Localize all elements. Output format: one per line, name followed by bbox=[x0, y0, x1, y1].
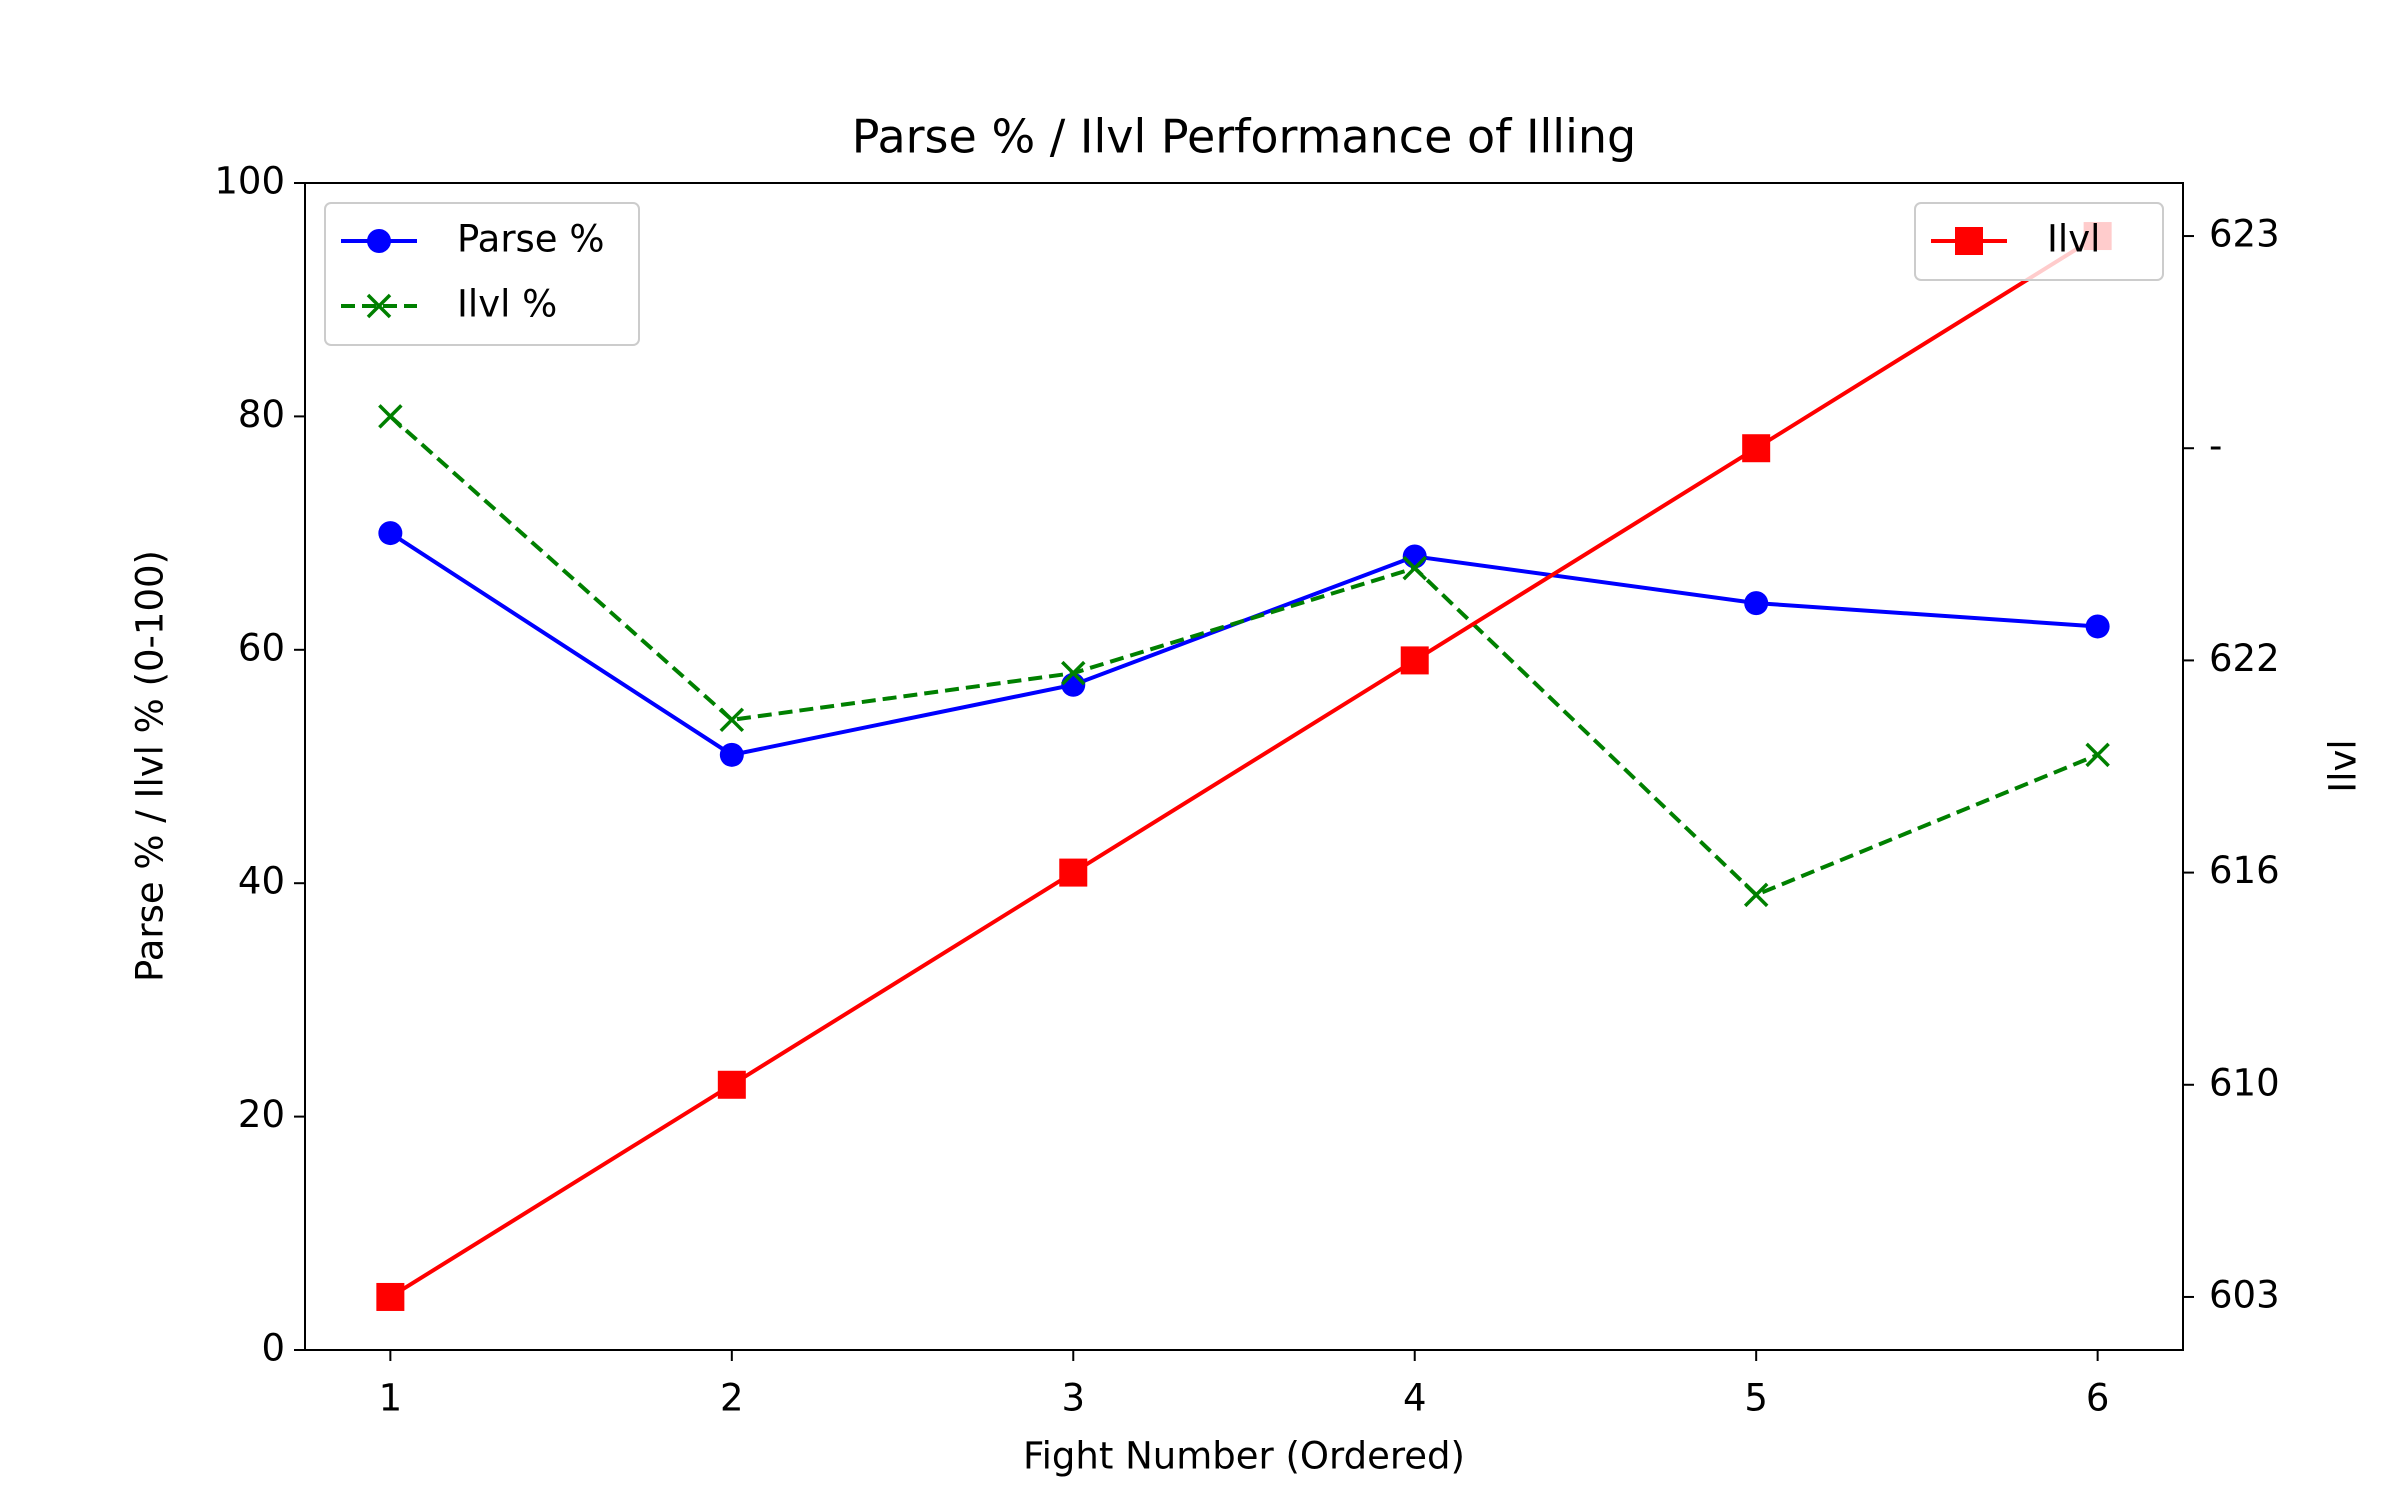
marker bbox=[378, 521, 403, 546]
x-tick-label: 2 bbox=[720, 1377, 744, 1420]
series-line bbox=[389, 531, 2098, 757]
y-tick-label: 100 bbox=[214, 160, 285, 203]
marker bbox=[717, 1070, 746, 1099]
marker bbox=[1400, 646, 1429, 675]
legend-marker bbox=[366, 293, 392, 319]
marker bbox=[1743, 882, 1769, 908]
legend-label: Ilvl bbox=[2047, 218, 2100, 261]
y-tick-label: 0 bbox=[261, 1327, 285, 1370]
y2-tick-label: 616 bbox=[2209, 849, 2280, 892]
x-axis-label: Fight Number (Ordered) bbox=[1023, 1435, 1465, 1478]
marker bbox=[1059, 858, 1088, 887]
x-tick-label: 1 bbox=[379, 1377, 403, 1420]
y-tick-label: 20 bbox=[238, 1093, 285, 1136]
marker bbox=[1402, 544, 1427, 569]
y2-tick-label: - bbox=[2209, 425, 2222, 468]
marker bbox=[1742, 434, 1771, 463]
x-tick-label: 5 bbox=[1744, 1377, 1768, 1420]
y-tick-label: 40 bbox=[238, 860, 285, 903]
marker bbox=[719, 742, 744, 767]
marker bbox=[1061, 672, 1086, 697]
marker bbox=[719, 707, 745, 733]
legend bbox=[324, 202, 640, 346]
legend-marker bbox=[367, 229, 391, 253]
legend bbox=[1914, 202, 2164, 281]
chart-title: Parse % / Ilvl Performance of Illing bbox=[852, 110, 1636, 164]
y2-tick-label: 623 bbox=[2209, 213, 2280, 256]
legend-label: Parse % bbox=[457, 218, 605, 261]
marker bbox=[376, 1282, 405, 1311]
y-tick-label: 60 bbox=[238, 626, 285, 669]
x-tick-label: 3 bbox=[1061, 1377, 1085, 1420]
plot-frame bbox=[304, 182, 2184, 1351]
series-line bbox=[389, 414, 2099, 898]
marker bbox=[1744, 591, 1769, 616]
legend-marker bbox=[1955, 227, 1983, 255]
marker bbox=[2085, 614, 2110, 639]
marker bbox=[1402, 555, 1427, 581]
series-line bbox=[389, 234, 2099, 1299]
y2-axis-label: Ilvl bbox=[2322, 739, 2365, 792]
marker bbox=[1061, 660, 1086, 686]
y-axis-label: Parse % / Ilvl % (0-100) bbox=[129, 550, 172, 982]
y2-tick-label: 622 bbox=[2209, 637, 2280, 680]
marker bbox=[378, 404, 403, 429]
x-tick-label: 6 bbox=[2086, 1377, 2110, 1420]
marker bbox=[2085, 742, 2110, 768]
x-tick-label: 4 bbox=[1403, 1377, 1427, 1420]
legend-label: Ilvl % bbox=[457, 283, 557, 326]
y-tick-label: 80 bbox=[238, 393, 285, 436]
y2-tick-label: 603 bbox=[2209, 1273, 2280, 1316]
y2-tick-label: 610 bbox=[2209, 1061, 2280, 1104]
